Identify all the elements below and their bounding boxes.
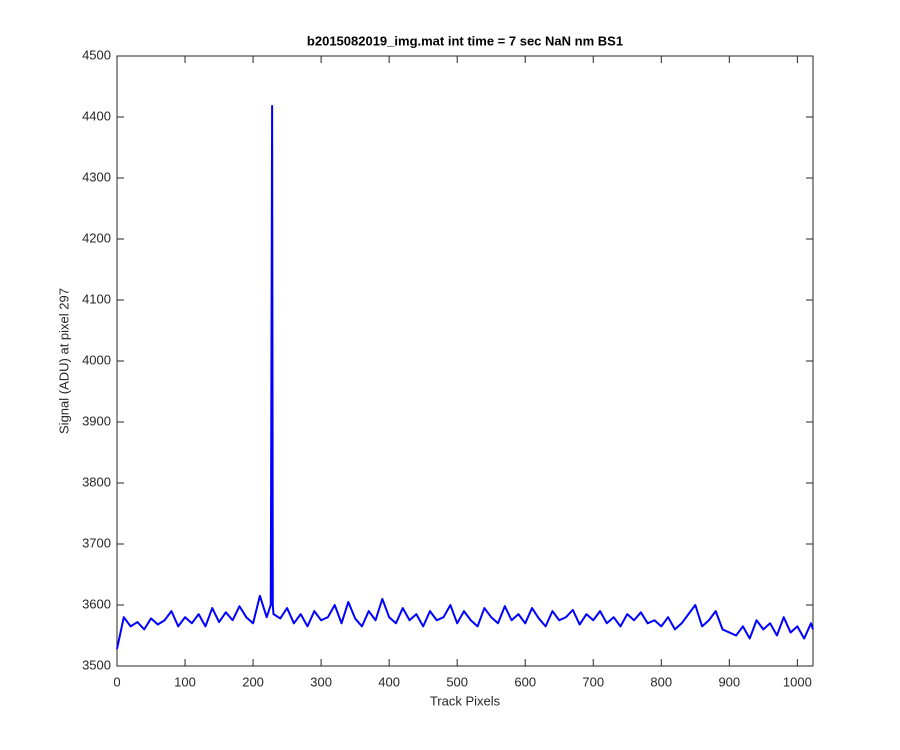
y-axis-label: Signal (ADU) at pixel 297 [56,288,71,434]
x-tick-label: 1000 [783,674,812,689]
y-tick-label: 3700 [82,535,111,550]
y-tick-label: 4000 [82,352,111,367]
y-tick-label: 3800 [82,474,111,489]
x-tick-label: 200 [242,674,264,689]
y-tick-label: 4400 [82,108,111,123]
x-tick-label: 600 [514,674,536,689]
y-tick-label: 4200 [82,230,111,245]
y-tick-label: 3500 [82,657,111,672]
x-tick-label: 700 [582,674,604,689]
plot-frame [116,55,814,667]
y-tick-label: 3600 [82,596,111,611]
x-axis-label: Track Pixels [430,693,501,708]
y-tick-label: 4500 [82,47,111,62]
y-tick-label: 4100 [82,291,111,306]
x-tick-label: 100 [174,674,196,689]
data-line [116,105,814,650]
chart-title: b2015082019_img.mat int time = 7 sec NaN… [307,33,623,48]
x-tick-label: 900 [718,674,740,689]
y-tick-label: 3900 [82,413,111,428]
y-tick-label: 4300 [82,169,111,184]
x-tick-label: 0 [113,674,120,689]
x-tick-label: 400 [378,674,400,689]
x-tick-label: 300 [310,674,332,689]
x-tick-label: 500 [446,674,468,689]
x-tick-label: 800 [650,674,672,689]
